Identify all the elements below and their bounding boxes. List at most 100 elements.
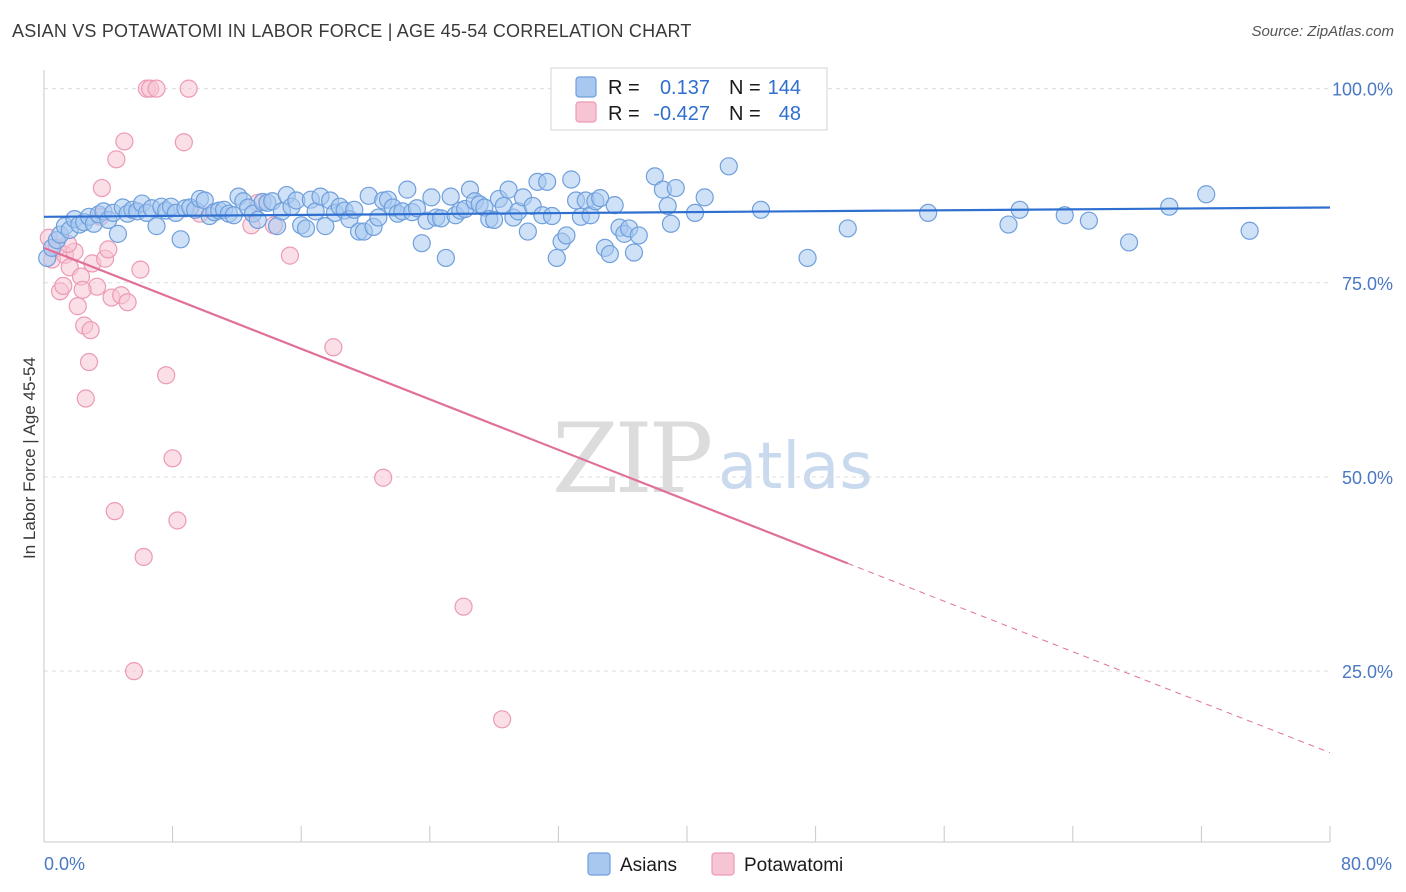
asian-point-118 [605,196,624,215]
x-ticks [43,826,1331,842]
bottom-legend-label-potawatomi: Potawatomi [744,855,843,876]
y-tick-label-75: 75.0% [1342,274,1393,294]
bottom-legend-swatch-potawatomi [711,852,735,876]
potawatomi-point-44 [134,547,153,567]
potawatomi-trend-line [43,246,849,565]
asian-point-77 [407,199,427,218]
asian-point-80 [422,188,441,207]
asian-point-130 [695,188,714,207]
trend-lines [43,206,1331,754]
x-tick-label-min: 0.0% [44,854,85,874]
legend-swatch-asians [575,76,597,98]
potawatomi-point-12 [79,352,99,372]
asian-point-58 [316,217,335,236]
potawatomi-point-46 [73,280,92,299]
asian-point-78 [412,234,431,253]
asian-point-128 [666,178,685,198]
bottom-legend-label-asians: Asians [620,855,677,876]
gridlines [44,88,1330,672]
potawatomi-point-39 [280,246,300,265]
legend-n-value-potawatomi: 48 [779,103,801,125]
asian-point-122 [624,243,644,262]
asian-point-133 [798,248,817,268]
potawatomi-point-26 [131,260,150,279]
legend-swatch-potawatomi [575,101,597,123]
bottom-legend: Asians Potawatomi [587,852,843,876]
asian-point-108 [557,226,576,245]
y-tick-label-25: 25.0% [1342,662,1393,682]
potawatomi-point-11 [76,389,95,408]
asian-point-123 [629,226,648,245]
y-tick-label-50: 50.0% [1342,468,1393,488]
potawatomi-point-32 [168,511,187,530]
asian-point-135 [919,203,938,223]
potawatomi-point-33 [174,133,193,152]
legend-r-value-asians: 0.137 [660,77,710,99]
potawatomi-point-21 [107,150,126,169]
bottom-legend-swatch-asians [587,852,611,876]
y-axis-title: In Labor Force | Age 45-54 [20,357,39,559]
asian-point-131 [719,157,738,176]
potawatomi-point-43 [493,710,512,729]
asian-point-84 [441,187,460,206]
source-credit: Source: ZipAtlas.com [1251,23,1394,40]
asian-point-127 [661,214,681,233]
asian-point-117 [600,244,619,264]
potawatomi-point-23 [115,132,134,151]
watermark-zip: ZIP [552,403,711,515]
potawatomi-point-31 [163,449,182,468]
legend-n-label-potawatomi: N = [729,103,761,125]
asian-point-100 [518,222,537,241]
legend-r-value-potawatomi: -0.427 [653,103,710,125]
potawatomi-point-20 [105,502,124,521]
legend: R = 0.137 N = 144 R = -0.427 N = 48 [550,67,828,131]
potawatomi-point-8 [68,297,87,316]
asian-point-139 [1240,221,1259,240]
asian-point-54 [296,219,316,238]
asian-point-83 [436,248,455,268]
legend-n-value-asians: 144 [768,77,801,99]
asian-point-115 [591,189,610,208]
potawatomi-trend-line-extrapolated [847,562,1331,754]
asian-point-23 [147,217,166,236]
asian-point-106 [547,248,566,268]
asian-point-69 [369,208,388,227]
asian-point-104 [538,172,557,191]
asian-point-136 [999,215,1018,234]
potawatomi-point-4 [54,276,73,296]
asian-point-141 [1055,206,1074,225]
asian-point-15 [108,224,128,243]
asian-point-132 [751,200,771,219]
potawatomi-point-17 [92,178,111,198]
asian-point-134 [838,219,857,238]
asian-point-64 [345,200,364,219]
legend-r-label-potawatomi: R = [608,103,640,125]
potawatomi-point-42 [454,597,473,616]
potawatomi-point-13 [81,321,100,340]
potawatomi-point-30 [157,366,176,385]
potawatomi-point-40 [324,338,343,357]
asian-point-93 [485,210,504,229]
legend-box [550,67,828,131]
x-tick-label-max: 80.0% [1341,854,1392,874]
y-tick-labels: 25.0% 50.0% 75.0% 100.0% [1332,80,1393,682]
asian-point-124 [645,167,664,186]
asian-point-96 [499,180,518,199]
potawatomi-point-41 [374,468,393,487]
asian-point-138 [1160,197,1179,216]
asian-point-142 [1119,233,1139,252]
potawatomi-point-24 [118,293,137,312]
asian-point-126 [658,196,677,216]
y-tick-label-100: 100.0% [1332,80,1393,100]
asian-point-109 [562,170,581,189]
potawatomi-point-29 [147,79,166,98]
legend-r-label-asians: R = [608,77,640,99]
asian-point-143 [1197,185,1216,204]
watermark-atlas: atlas [718,430,873,504]
asian-trend-line [43,206,1331,218]
asian-point-44 [248,210,267,229]
asian-point-75 [398,180,417,199]
potawatomi-point-25 [124,662,144,681]
potawatomi-point-34 [179,79,198,98]
